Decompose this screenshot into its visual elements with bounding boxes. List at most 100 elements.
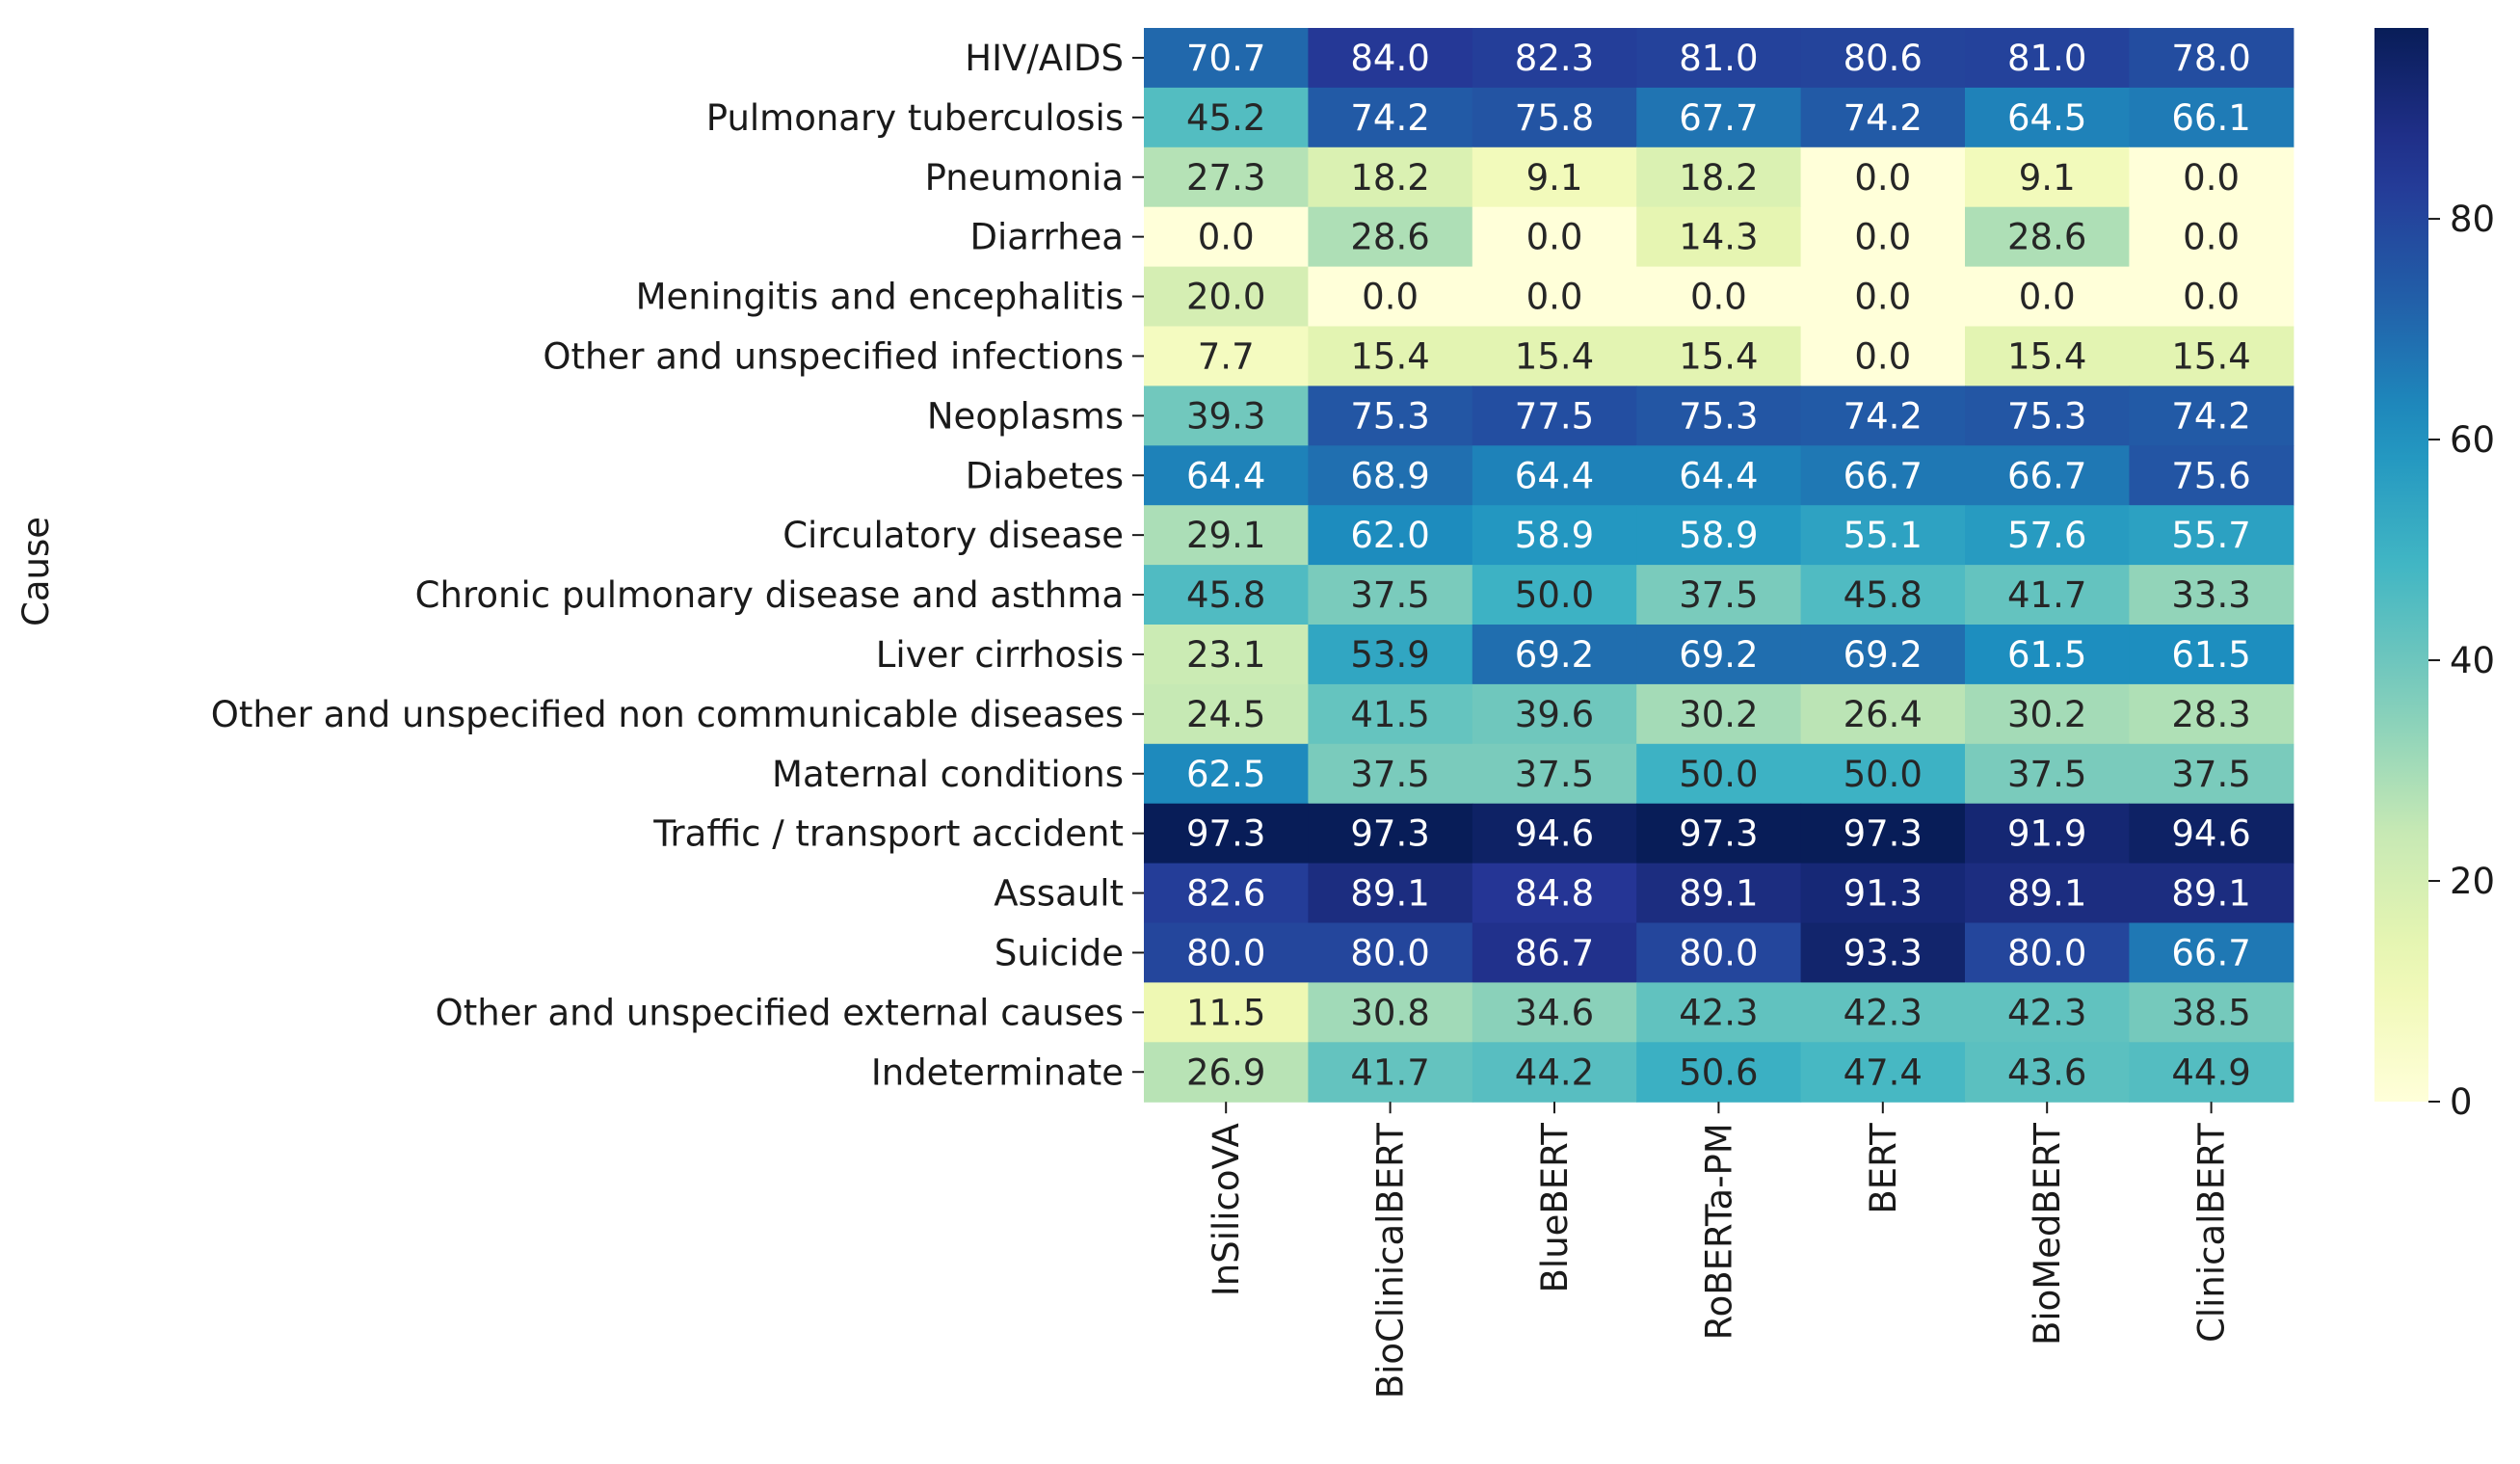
cell-value-label: 45.2 xyxy=(1186,97,1265,139)
cell-value-label: 55.7 xyxy=(2171,515,2250,556)
y-tick-label: Meningitis and encephalitis xyxy=(636,277,1124,318)
cell-value-label: 15.4 xyxy=(1515,335,1594,377)
heatmap-cell xyxy=(1308,326,1473,386)
heatmap-cell xyxy=(1308,87,1473,148)
heatmap-cell xyxy=(1308,863,1473,924)
heatmap-cell xyxy=(1800,922,1966,983)
cell-value-label: 44.2 xyxy=(1515,1051,1594,1093)
y-tick-label: Assault xyxy=(994,873,1124,915)
cell-value-label: 44.9 xyxy=(2171,1051,2250,1093)
heatmap-cell xyxy=(1308,206,1473,268)
heatmap-cell xyxy=(1144,863,1309,924)
cell-value-label: 80.0 xyxy=(2007,932,2086,973)
heatmap-cell xyxy=(1308,146,1473,208)
cell-value-label: 39.6 xyxy=(1515,694,1594,735)
cell-value-label: 34.6 xyxy=(1515,992,1594,1033)
heatmap-cell xyxy=(1144,266,1309,328)
heatmap-cell xyxy=(1800,743,1966,805)
y-tick-label: Neoplasms xyxy=(927,395,1124,437)
cell-value-label: 0.0 xyxy=(2019,277,2076,318)
cell-value-label: 89.1 xyxy=(2171,873,2250,915)
cell-value-label: 28.6 xyxy=(1350,217,1429,258)
colorbar-tick-label: 0 xyxy=(2450,1081,2473,1123)
heatmap-cell xyxy=(1965,863,2130,924)
heatmap-cell xyxy=(1636,863,1802,924)
cell-value-label: 89.1 xyxy=(1350,873,1429,915)
cell-value-label: 37.5 xyxy=(2007,754,2086,795)
heatmap-cell xyxy=(1308,743,1473,805)
heatmap-cell xyxy=(1800,146,1966,208)
cell-value-label: 66.7 xyxy=(2007,455,2086,496)
heatmap-cell xyxy=(1472,87,1637,148)
heatmap-cell xyxy=(2129,266,2295,328)
heatmap-cell xyxy=(1308,683,1473,745)
heatmap-cell xyxy=(2129,683,2295,745)
heatmap-cell xyxy=(1636,505,1802,566)
y-tick-label: Circulatory disease xyxy=(783,515,1124,556)
heatmap-cell xyxy=(1144,445,1309,506)
heatmap-cell xyxy=(1144,1042,1309,1103)
y-tick-label: Indeterminate xyxy=(871,1051,1124,1093)
heatmap-cell xyxy=(1800,1042,1966,1103)
cell-value-label: 82.6 xyxy=(1186,873,1265,915)
heatmap-cell xyxy=(1144,28,1309,89)
heatmap-cell xyxy=(1800,28,1966,89)
y-tick-label: Other and unspecified non communicable d… xyxy=(211,694,1124,735)
cell-value-label: 23.1 xyxy=(1186,634,1265,676)
cell-value-label: 42.3 xyxy=(1844,992,1923,1033)
y-tick-label: Pulmonary tuberculosis xyxy=(706,97,1124,139)
cell-value-label: 15.4 xyxy=(2007,335,2086,377)
cell-value-label: 37.5 xyxy=(2171,754,2250,795)
heatmap-cell xyxy=(1308,922,1473,983)
x-tick-label: RoBERTa-PM xyxy=(1698,1123,1739,1340)
heatmap-cell xyxy=(1965,87,2130,148)
cell-value-labels: 70.7 84.0 82.3 81.0 80.6 81.0 78.0 45.2 74.2 75.8… xyxy=(1186,38,2251,1093)
cell-value-label: 97.3 xyxy=(1350,813,1429,855)
cell-value-label: 26.4 xyxy=(1844,694,1923,735)
cell-value-label: 0.0 xyxy=(2183,277,2240,318)
cell-value-label: 69.2 xyxy=(1844,634,1923,676)
cell-value-label: 89.1 xyxy=(2007,873,2086,915)
cell-value-label: 42.3 xyxy=(1679,992,1758,1033)
heatmap-cell xyxy=(1965,683,2130,745)
cell-value-label: 91.9 xyxy=(2007,813,2086,855)
cell-value-label: 97.3 xyxy=(1844,813,1923,855)
cell-value-label: 28.3 xyxy=(2171,694,2250,735)
cell-value-label: 82.3 xyxy=(1515,38,1594,79)
x-axis: InSilicoVA BioClinicalBERT BlueBERT RoBERTa… xyxy=(1206,1102,2233,1398)
heatmap-cell xyxy=(2129,922,2295,983)
cell-value-label: 74.2 xyxy=(1844,97,1923,139)
heatmap-cell xyxy=(1636,87,1802,148)
cell-value-label: 62.0 xyxy=(1350,515,1429,556)
cell-value-label: 86.7 xyxy=(1515,932,1594,973)
heatmap-cell xyxy=(1636,1042,1802,1103)
heatmap-cell xyxy=(1636,266,1802,328)
heatmap-cell xyxy=(1800,803,1966,865)
cell-value-label: 45.8 xyxy=(1186,574,1265,616)
heatmap-cell xyxy=(1472,28,1637,89)
heatmap-cell xyxy=(2129,445,2295,506)
heatmap-cell xyxy=(1965,625,2130,685)
y-axis: HIV/AIDS Pulmonary tuberculosis Pneumonia D… xyxy=(211,38,1144,1093)
colorbar-tick-label: 60 xyxy=(2450,419,2495,461)
cell-value-label: 37.5 xyxy=(1350,754,1429,795)
cell-value-label: 41.7 xyxy=(1350,1051,1429,1093)
heatmap-cell xyxy=(1800,565,1966,626)
y-tick-label: Maternal conditions xyxy=(772,754,1124,795)
cell-value-label: 89.1 xyxy=(1679,873,1758,915)
cell-value-label: 97.3 xyxy=(1186,813,1265,855)
heatmap-cell xyxy=(1144,803,1309,865)
heatmap-cell xyxy=(1636,206,1802,268)
heatmap-cell xyxy=(1144,505,1309,566)
y-tick-label: Diabetes xyxy=(966,455,1124,496)
cell-value-label: 50.6 xyxy=(1679,1051,1758,1093)
heatmap-cell xyxy=(1965,565,2130,626)
cell-value-label: 41.7 xyxy=(2007,574,2086,616)
heatmap-cell xyxy=(1800,625,1966,685)
heatmap-cell xyxy=(1636,922,1802,983)
heatmap-cell xyxy=(1965,146,2130,208)
cell-value-label: 43.6 xyxy=(2007,1051,2086,1093)
heatmap-cell xyxy=(1965,386,2130,446)
cell-value-label: 64.4 xyxy=(1679,455,1758,496)
